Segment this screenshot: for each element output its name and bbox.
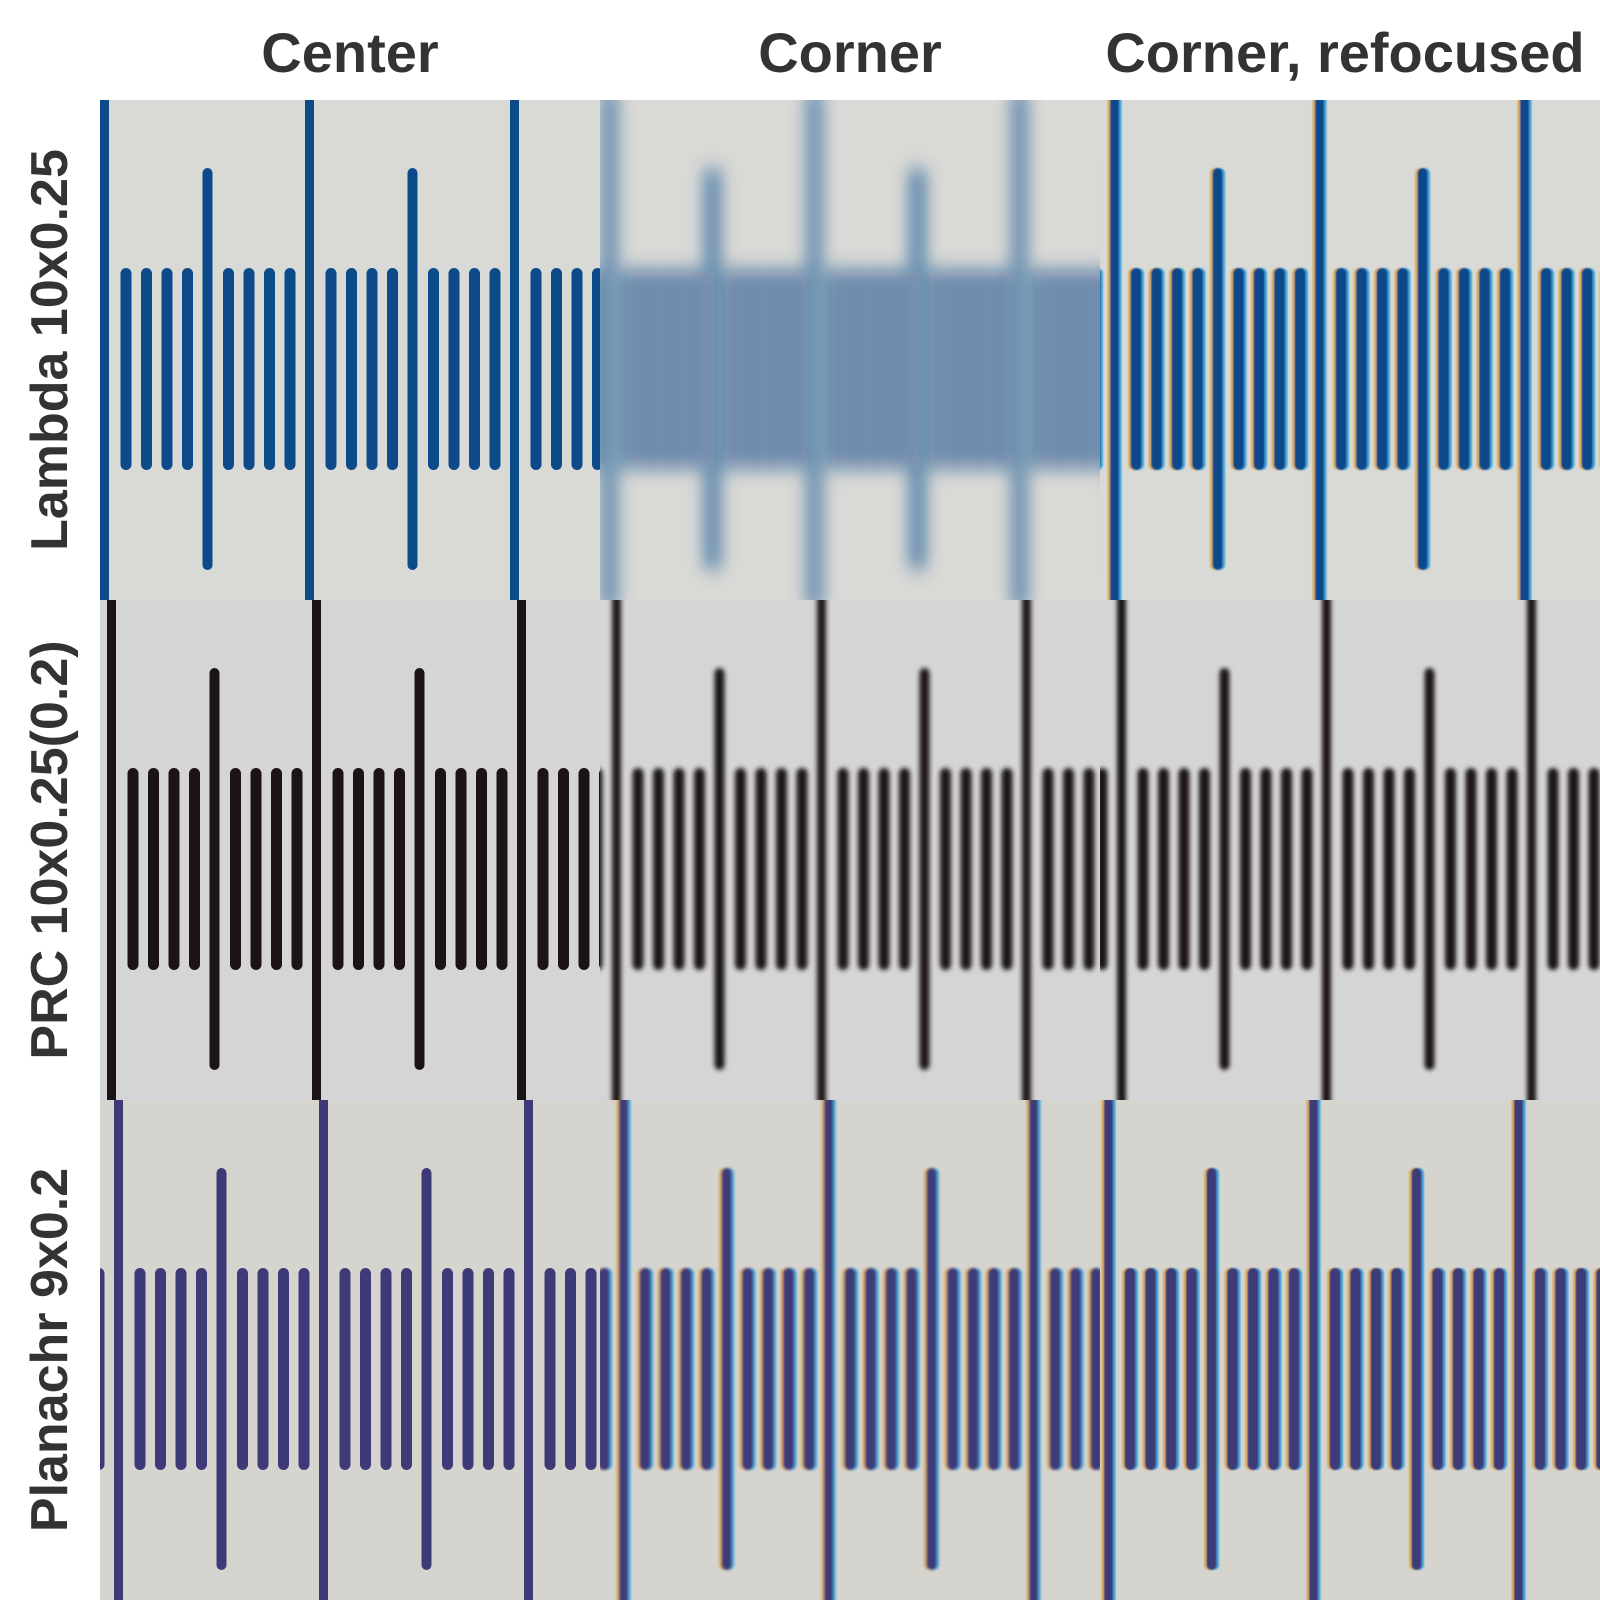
- planachr-corner-refocused-reticle: [1100, 1100, 1600, 1600]
- lambda-corner-reticle: [600, 100, 1100, 600]
- prc-corner-refocused-reticle: [1100, 600, 1600, 1100]
- planachr-corner-panel: [600, 1100, 1100, 1600]
- planachr-corner-refocused-panel: [1100, 1100, 1600, 1600]
- planachr-center-reticle: [100, 1100, 600, 1600]
- prc-center-panel: [100, 600, 600, 1100]
- row-label-text: Lambda 10x0.25: [20, 149, 80, 551]
- lambda-center-panel: [100, 100, 600, 600]
- row-label-prc: PRC 10x0.25(0.2): [0, 600, 100, 1100]
- column-header-corner-refocused: Corner, refocused: [1090, 14, 1600, 92]
- row-label-lambda: Lambda 10x0.25: [0, 100, 100, 600]
- prc-corner-refocused-panel: [1100, 600, 1600, 1100]
- planachr-center-panel: [100, 1100, 600, 1600]
- row-label-text: PRC 10x0.25(0.2): [20, 640, 80, 1059]
- lambda-corner-refocused-reticle: [1100, 100, 1600, 600]
- column-header-center: Center: [100, 14, 600, 92]
- row-label-text: Planachr 9x0.2: [20, 1168, 80, 1532]
- lambda-center-reticle: [100, 100, 600, 600]
- lambda-corner-panel: [600, 100, 1100, 600]
- prc-corner-panel: [600, 600, 1100, 1100]
- prc-corner-reticle: [600, 600, 1100, 1100]
- prc-center-reticle: [100, 600, 600, 1100]
- lambda-corner-refocused-panel: [1100, 100, 1600, 600]
- row-label-planachr: Planachr 9x0.2: [0, 1100, 100, 1600]
- planachr-corner-reticle: [600, 1100, 1100, 1600]
- column-header-corner: Corner: [600, 14, 1100, 92]
